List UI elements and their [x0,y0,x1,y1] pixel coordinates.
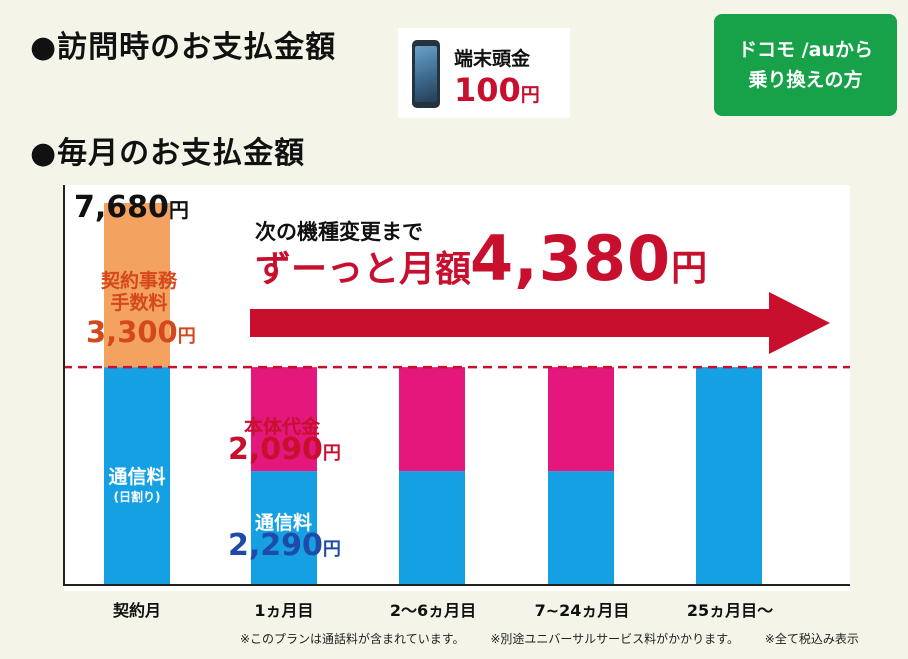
stacked-bar-chart [63,185,850,586]
banner-amount: 4,380円 [470,222,708,295]
bar-segment [104,367,170,585]
x-tick-label: 25ヵ月目～ [686,601,774,620]
first-month-comm-prorated: (日割り) [113,490,161,504]
footnotes: ※このプランは通話料が含まれています。 ※別途ユニバーサルサービス料がかかります… [240,630,881,647]
bar-segment [399,367,465,472]
device-down-payment-amount: 100円 [454,70,540,115]
first-month-total-value: 7,680 [74,190,169,225]
x-tick-label: 2～6ヵ月目 [389,601,477,620]
comm-cost-name: 通信料 [255,512,313,534]
right-arrow-icon [250,292,830,354]
carrier-switch-badge: ドコモ /auから 乗り換えの方 [714,14,897,116]
visit-payment-heading: ●訪問時のお支払金額 [30,30,337,65]
x-tick-label: 契約月 [112,601,161,620]
switch-badge-line1: ドコモ /auから [738,39,873,61]
device-down-payment-label: 端末頭金 [454,48,531,70]
contract-fee-name-line2: 手数料 [110,292,168,314]
first-month-total-unit: 円 [168,198,189,222]
bar-segment [399,471,465,585]
device-down-payment-box: 端末頭金 100円 [398,28,570,118]
device-down-payment-unit: 円 [520,84,540,106]
footnote-call-charges: ※このプランは通話料が含まれています。 [240,632,465,646]
chart-plot-area [63,185,850,591]
comm-cost-value: 2,290 [228,528,323,563]
x-tick-label: 7~24ヵ月目 [534,601,630,620]
banner-amount-unit: 円 [671,248,709,289]
first-month-total-label: 7,680円 [74,190,189,225]
x-tick-label: 1ヵ月目 [254,601,314,620]
device-cost-amount: 2,090円 [228,432,341,467]
contract-fee-name: 契約事務 手数料 [96,270,182,314]
device-cost-value: 2,090 [228,432,323,467]
contract-fee-name-line1: 契約事務 [100,270,177,292]
smartphone-icon [412,40,440,108]
contract-fee-unit: 円 [177,326,196,347]
banner-line1: 次の機種変更まで [255,220,423,244]
bar-segment [548,367,614,472]
footnote-tax-included: ※全て税込み表示 [764,632,859,646]
bar-segment [548,471,614,585]
comm-cost-amount: 2,290円 [228,528,341,563]
switch-badge-line2: 乗り換えの方 [748,69,863,91]
bar-segment [251,367,317,472]
footnote-universal-service: ※別途ユニバーサルサービス料がかかります。 [490,632,739,646]
monthly-payment-heading: ●毎月のお支払金額 [30,136,306,171]
device-cost-unit: 円 [322,443,341,464]
banner-line2: ずーっと月額 [255,249,472,290]
comm-cost-unit: 円 [322,539,341,560]
first-month-comm-name: 通信料 [108,466,166,488]
contract-fee-value: 3,300 [86,315,178,349]
device-down-payment-value: 100 [454,71,521,109]
bar-segment [104,203,170,368]
contract-fee-amount: 3,300円 [86,315,196,349]
bar-segment [251,471,317,585]
banner-amount-value: 4,380 [470,222,672,295]
device-cost-name: 本体代金 [244,416,321,438]
bar-segment [696,367,762,585]
